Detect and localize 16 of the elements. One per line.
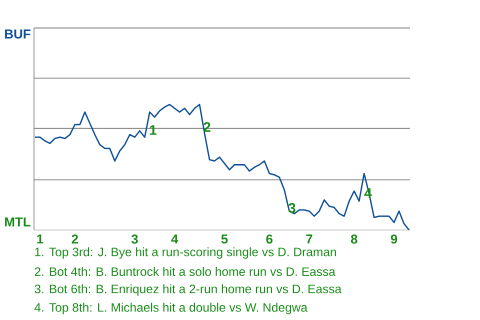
text: 3. Bot 6th: B. Enriquez hit a 2-run home run vs D. Eassa — [34, 284, 342, 296]
x-tick-label: 7 — [306, 234, 312, 244]
x-tick-label: 4 — [171, 234, 178, 244]
text: MTL — [5, 217, 30, 226]
x-tick-label: 6 — [266, 234, 273, 244]
x-tick-label: 1 — [37, 234, 44, 244]
x-tick-label: 5 — [221, 234, 228, 244]
text: 1. Top 3rd: J. Bye hit a run-scoring single vs D. Draman — [35, 247, 336, 259]
x-tick-label: 8 — [350, 234, 358, 244]
text: 2. Bot 4th: B. Buntrock hit a solo home run vs D. Eassa — [34, 266, 336, 276]
x-tick-label: 3 — [131, 234, 138, 244]
text: BUF — [5, 30, 30, 39]
text: 4. Top 8th: L. Michaels hit a double vs W. Ndegwa — [34, 302, 308, 314]
x-tick-label: 9 — [390, 234, 398, 244]
annotation: 1 — [150, 125, 156, 135]
x-tick-label: 2 — [72, 234, 78, 244]
